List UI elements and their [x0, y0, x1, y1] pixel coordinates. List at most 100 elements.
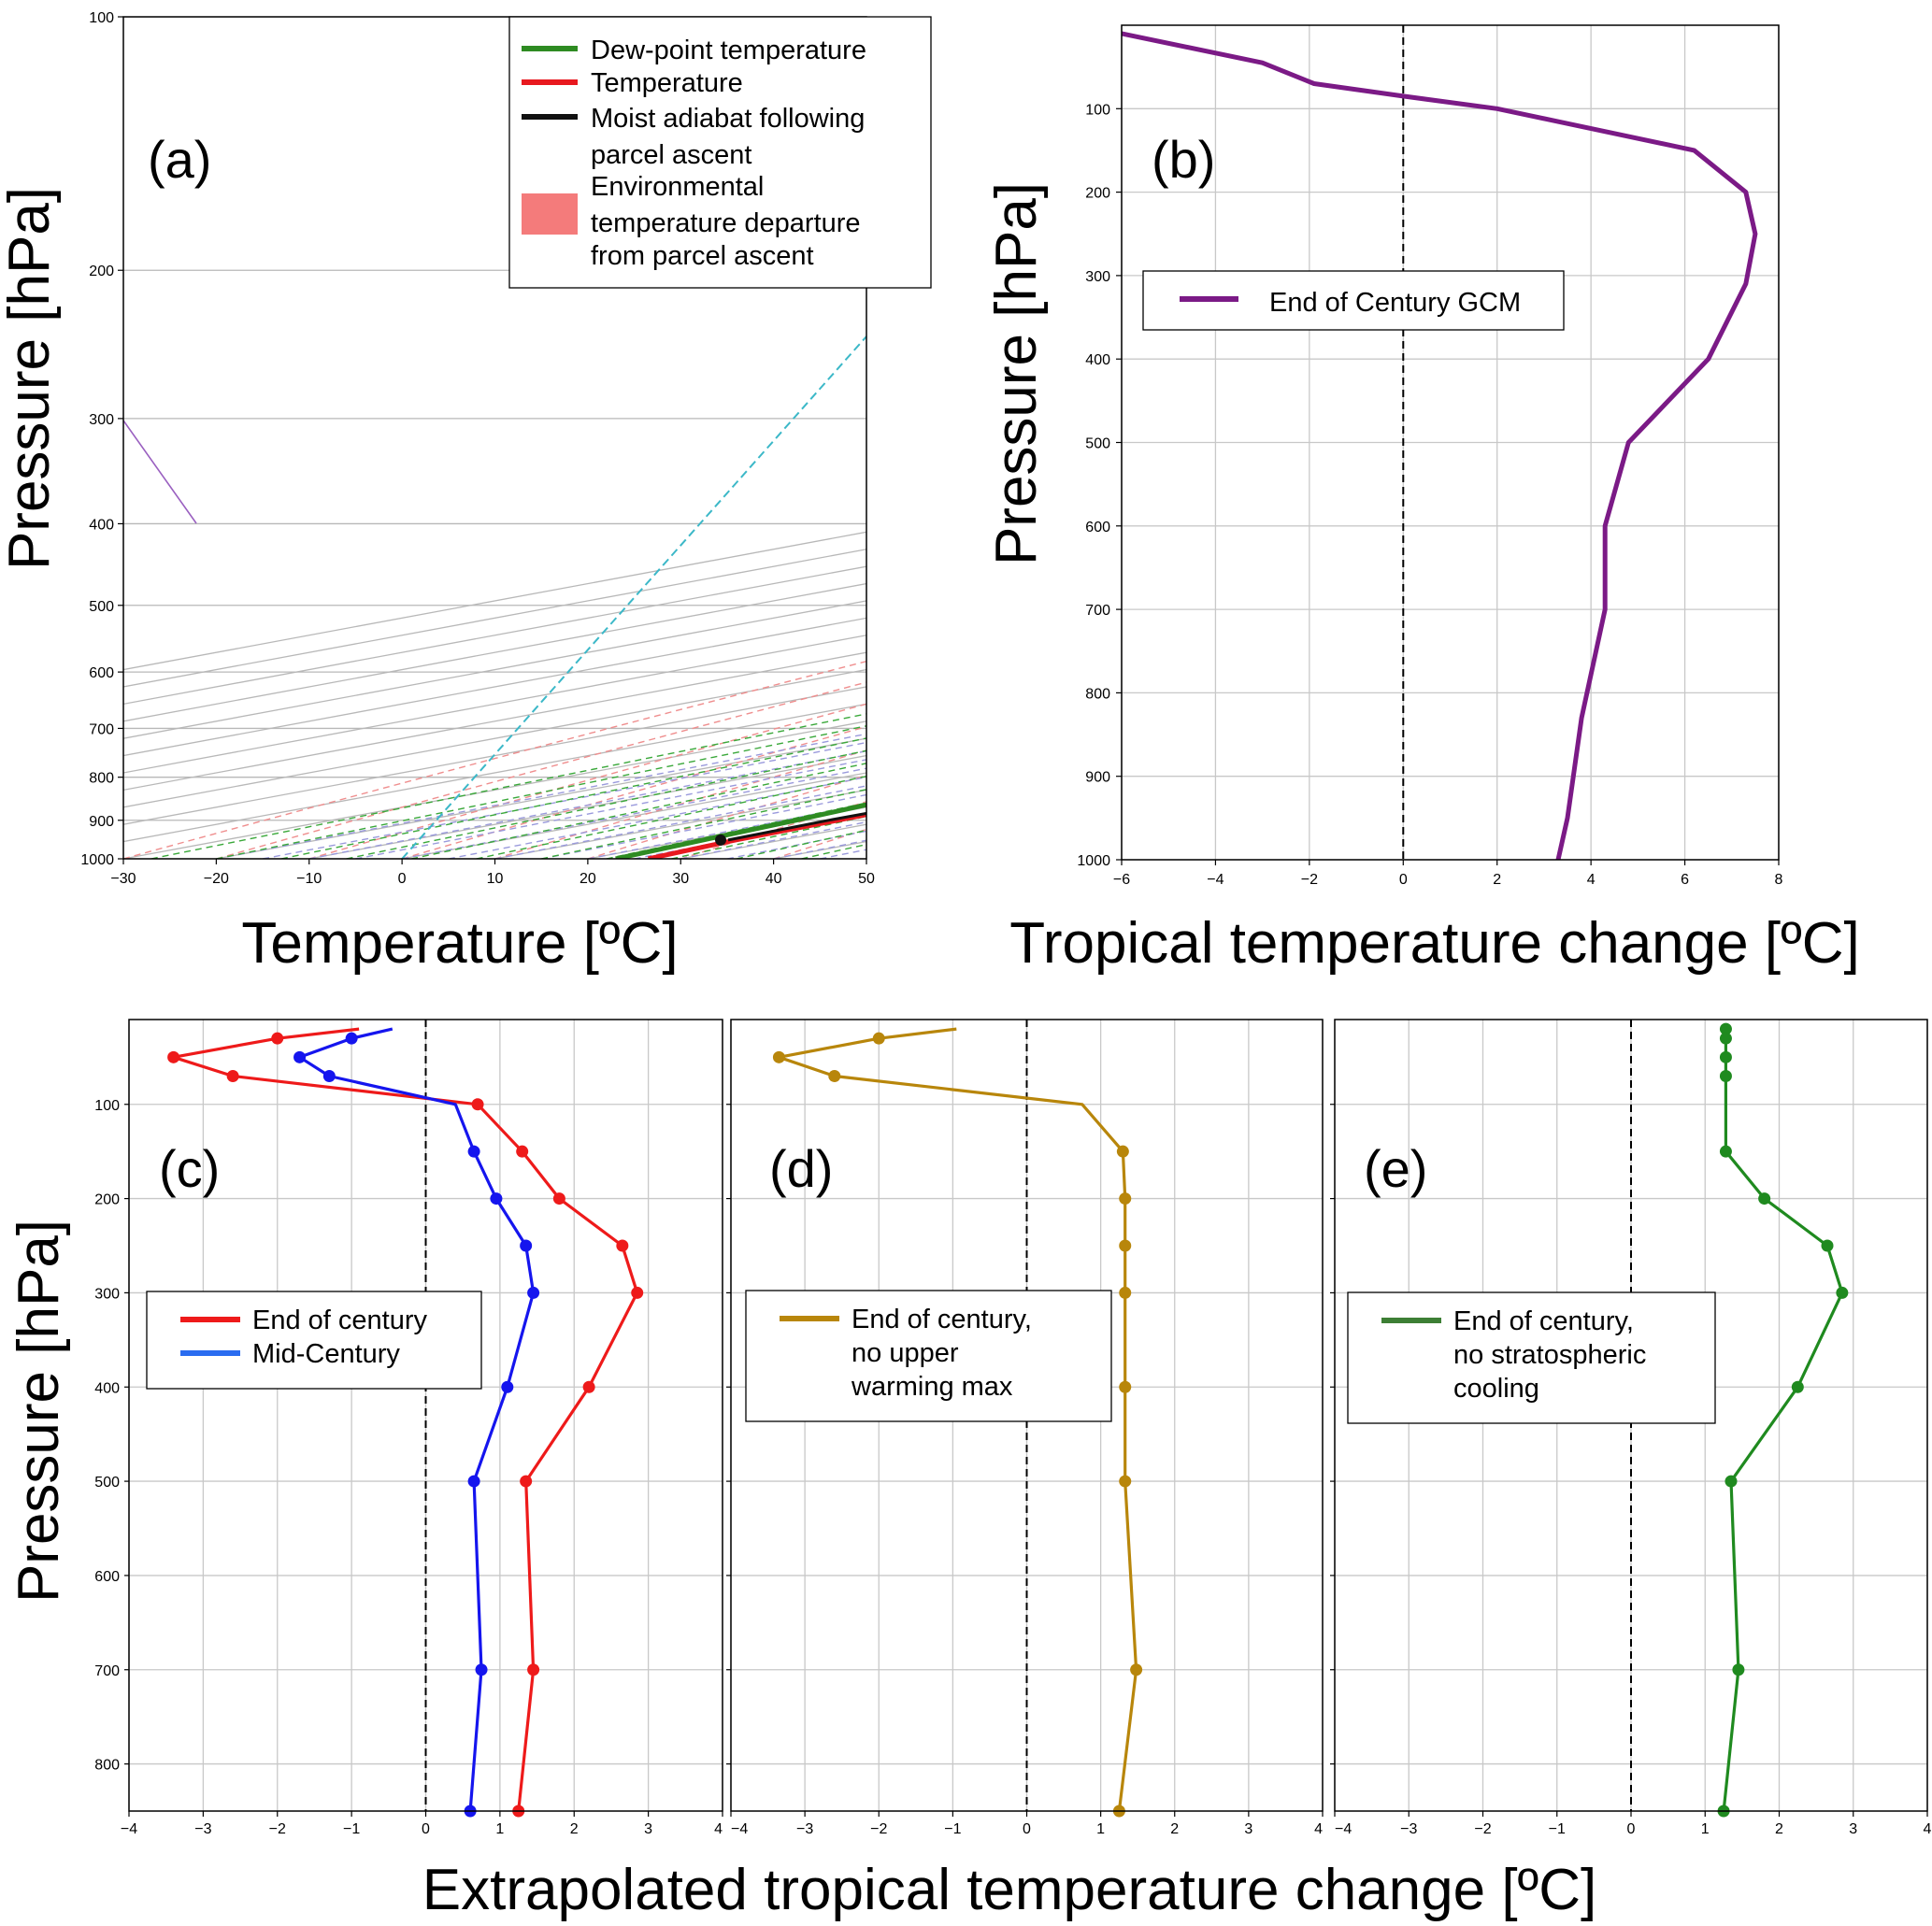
- y-tick-label: 200: [94, 1192, 120, 1208]
- shared-labels: Extrapolated tropical temperature change…: [7, 1220, 1596, 1922]
- legend-swatch: [522, 193, 578, 235]
- x-tick-label: 4: [1314, 1821, 1323, 1837]
- panel-label: (c): [159, 1139, 220, 1198]
- data-point: [1119, 1286, 1132, 1299]
- moist-adiabat-line: [308, 17, 866, 859]
- x-tick-label: 2: [1493, 872, 1501, 888]
- x-tick-label: 4: [1587, 872, 1596, 888]
- isotherm-line: [123, 17, 866, 859]
- legend-box: [146, 1291, 482, 1390]
- data-point: [1719, 1145, 1732, 1158]
- x-tick-label: −3: [796, 1821, 813, 1837]
- y-tick-label: 300: [1085, 269, 1110, 285]
- reference-diagonal: [123, 420, 197, 524]
- y-tick-label: 500: [1085, 436, 1110, 452]
- data-point: [828, 1070, 841, 1082]
- y-tick-label: 600: [89, 665, 114, 681]
- x-tick-label: 0: [422, 1821, 430, 1837]
- dewpoint-line: [615, 17, 866, 859]
- y-tick-label: 900: [89, 814, 114, 830]
- legend-label: Moist adiabat following parcel ascent: [591, 104, 865, 170]
- data-point: [1119, 1475, 1132, 1488]
- panel-c: −4 −3 −2 −1 0 1 2 3 4 100 200 300 400 500 600 700 800 (c)…: [94, 1019, 723, 1837]
- legend-label: End of century,: [852, 1305, 1032, 1334]
- legend: End of century Mid-Century: [146, 1291, 482, 1390]
- legend-box: [1347, 1291, 1716, 1424]
- data-point: [467, 1145, 480, 1158]
- data-point: [501, 1380, 514, 1393]
- isotherm-line: [123, 17, 866, 859]
- data-point: [490, 1192, 503, 1206]
- x-tick-label: −6: [1113, 872, 1130, 888]
- dry-adiabat-line: [587, 17, 866, 859]
- x-tick-label: 10: [487, 871, 504, 887]
- legend-label: no stratospheric: [1453, 1340, 1646, 1370]
- legend: End of century, no upper warming max: [745, 1290, 1112, 1422]
- data-point: [1119, 1239, 1132, 1252]
- dry-adiabat-line: [1796, 17, 1932, 859]
- data-point: [1732, 1663, 1745, 1676]
- mixing-ratio-line: [671, 671, 866, 859]
- isotherm-line: [123, 17, 866, 859]
- skewt-background-lines: [123, 17, 1932, 859]
- data-point: [1719, 1022, 1732, 1035]
- y-tick-label: 800: [94, 1758, 120, 1774]
- data-point: [527, 1286, 540, 1299]
- y-tick-label: 500: [89, 599, 114, 615]
- x-tick-label: −2: [870, 1821, 887, 1837]
- x-tick-label: −20: [204, 871, 229, 887]
- y-tick-label: 100: [89, 10, 114, 26]
- y-tick-label: 700: [89, 721, 114, 737]
- y-tick-label: 600: [1085, 520, 1110, 535]
- isotherm-line: [123, 17, 866, 859]
- x-tick-label: 1: [1096, 1821, 1105, 1837]
- x-axis-label: Tropical temperature change [ºC]: [1009, 911, 1859, 976]
- dry-adiabat-line: [1238, 17, 1932, 859]
- x-tick-label: 3: [1244, 1821, 1252, 1837]
- isotherm-line: [123, 17, 866, 859]
- y-tick-label: 900: [1085, 770, 1110, 786]
- data-point: [1119, 1192, 1132, 1206]
- data-point: [471, 1098, 484, 1111]
- x-tick-label: −4: [1207, 872, 1224, 888]
- y-tick-label: 800: [89, 771, 114, 787]
- x-tick-label: 0: [398, 871, 407, 887]
- panel-a: −30 −20 −10 0 10 20 30 40 5010020030040050060070…: [0, 10, 1932, 976]
- x-tick-label: 6: [1681, 872, 1689, 888]
- data-point: [226, 1070, 239, 1082]
- y-tick-label: 1000: [80, 852, 114, 868]
- series-line: [1722, 1029, 1844, 1812]
- panel-label: (e): [1364, 1139, 1427, 1198]
- panel-b: −6 −4 −2 0 2 4 6 8 100 200 300 400 500 600 700 800 900 10…: [984, 24, 1860, 976]
- x-tick-label: 1: [1701, 1821, 1710, 1837]
- isotherm-line: [773, 17, 866, 859]
- isotherm-line: [123, 17, 866, 859]
- isotherm-line: [216, 17, 866, 859]
- data-point: [322, 1070, 336, 1082]
- data-point: [475, 1663, 488, 1676]
- x-tick-label: −10: [296, 871, 322, 887]
- panel-label: (a): [148, 130, 211, 189]
- y-tick-label: 400: [1085, 352, 1110, 368]
- data-point: [772, 1050, 785, 1063]
- legend-label: Environmental temperature departure from p…: [591, 172, 861, 271]
- dry-adiabat-line: [1888, 17, 1932, 859]
- y-tick-label: 200: [89, 264, 114, 279]
- bottom-y-axis-label: Pressure [hPa]: [7, 1220, 71, 1603]
- mixing-ratio-line: [476, 671, 866, 859]
- dry-adiabat-line: [1702, 17, 1932, 859]
- data-point: [167, 1050, 180, 1063]
- mixing-ratio-line: [280, 671, 866, 859]
- data-point: [631, 1286, 644, 1299]
- x-tick-label: 40: [766, 871, 782, 887]
- y-tick-label: 800: [1085, 686, 1110, 702]
- panel-d: −4 −3 −2 −1 0 1 2 3 4 (d) End of century, no upper w…: [726, 1019, 1324, 1837]
- legend-label: cooling: [1453, 1374, 1539, 1404]
- isotherm-line: [123, 17, 866, 859]
- x-tick-label: 2: [1170, 1821, 1179, 1837]
- data-point: [1719, 1070, 1732, 1082]
- data-point: [527, 1663, 540, 1676]
- mixing-ratio-line: [410, 671, 866, 859]
- x-tick-label: 2: [570, 1821, 579, 1837]
